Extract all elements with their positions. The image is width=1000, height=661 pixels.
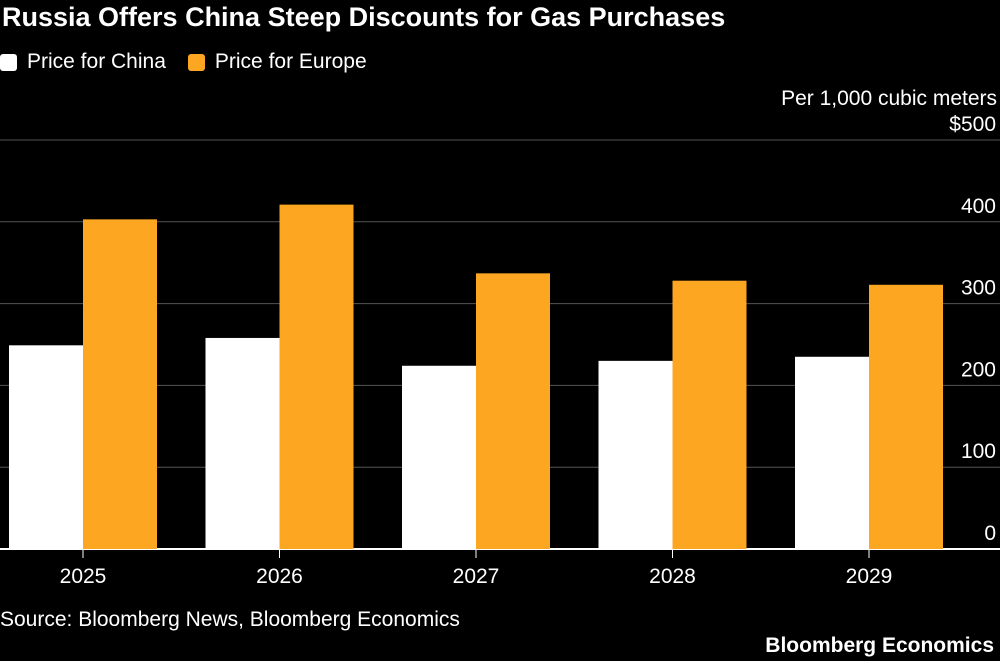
x-tick-label-2029: 2029 xyxy=(846,565,893,588)
bar-europe-2026 xyxy=(279,204,354,549)
bar-europe-2025 xyxy=(83,219,157,549)
bar-china-2029 xyxy=(795,356,869,549)
bar-europe-2029 xyxy=(869,284,943,549)
source-note: Source: Bloomberg News, Bloomberg Econom… xyxy=(0,608,460,631)
y-tick-label-100: 100 xyxy=(961,440,996,463)
y-tick-label-300: 300 xyxy=(961,277,996,300)
bar-china-2026 xyxy=(205,337,280,549)
x-tick-label-2027: 2027 xyxy=(453,565,500,588)
bar-chart: 0 100 200 300 400 $500 2025 2026 2027 2028 2029 xyxy=(0,113,1000,588)
legend-item-europe: Price for Europe xyxy=(187,50,367,74)
y-tick-label-200: 200 xyxy=(961,358,996,381)
bar-china-2025 xyxy=(9,345,83,549)
y-axis-unit-label: Per 1,000 cubic meters xyxy=(781,87,997,110)
chart-title: Russia Offers China Steep Discounts for … xyxy=(2,2,726,32)
legend-label-europe: Price for Europe xyxy=(214,50,367,73)
y-tick-label-0: 0 xyxy=(984,522,996,545)
bar-europe-2027 xyxy=(476,273,550,549)
bar-china-2028 xyxy=(598,360,673,549)
brand-logo-text: Bloomberg Economics xyxy=(765,634,994,657)
x-tick-label-2026: 2026 xyxy=(256,565,303,588)
bar-china-2027 xyxy=(402,365,476,549)
y-tick-label-500: $500 xyxy=(949,113,996,136)
legend-label-china: Price for China xyxy=(27,50,166,73)
y-tick-label-400: 400 xyxy=(961,195,996,218)
legend-item-china: Price for China xyxy=(0,50,166,74)
legend-swatch-china xyxy=(0,53,17,71)
x-tick-label-2025: 2025 xyxy=(60,565,107,588)
legend: Price for China Price for Europe xyxy=(0,50,389,74)
legend-swatch-europe xyxy=(187,53,205,71)
bar-europe-2028 xyxy=(672,280,747,549)
x-tick-label-2028: 2028 xyxy=(649,565,696,588)
